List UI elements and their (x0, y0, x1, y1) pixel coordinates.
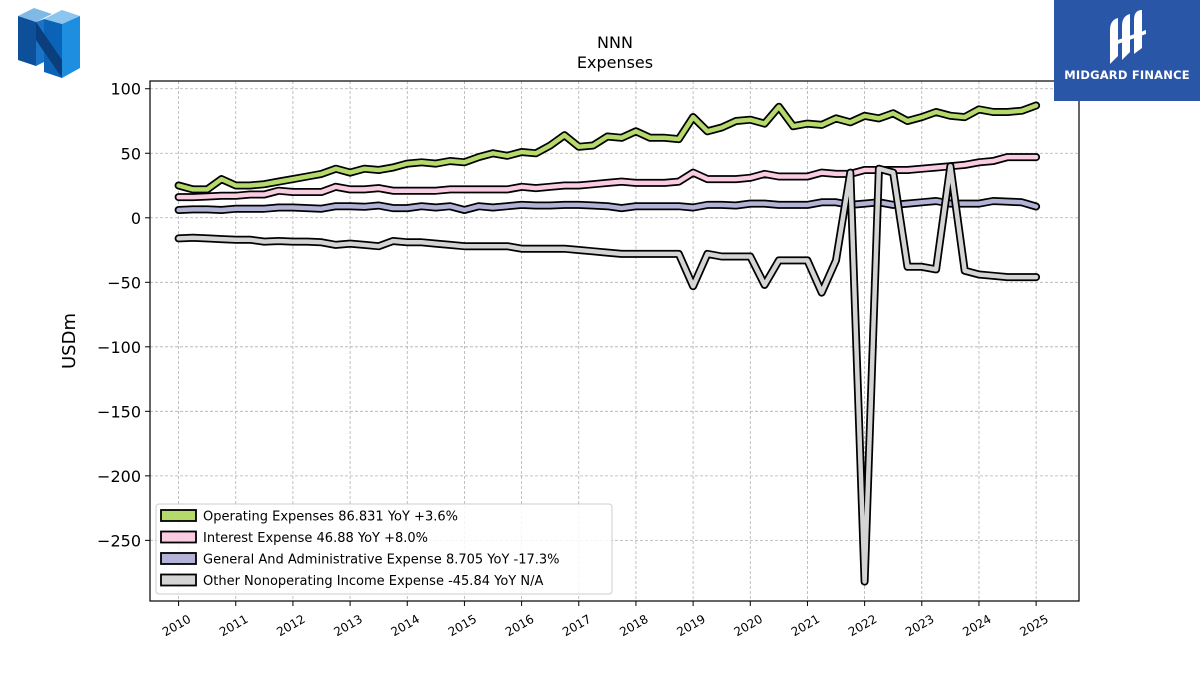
y-axis-label: USDm (59, 313, 80, 369)
grid-lines (150, 81, 1079, 601)
y-tick-label: −100 (97, 338, 141, 357)
x-tick-label: 2015 (446, 612, 479, 639)
x-tick-label: 2024 (960, 612, 993, 639)
x-tick-label: 2020 (732, 612, 765, 639)
x-tick-label: 2022 (846, 612, 879, 639)
x-tick-label: 2019 (674, 612, 707, 639)
x-tick-label: 2013 (331, 612, 364, 639)
midgard-emblem-icon (1110, 10, 1146, 64)
series-line-2 (176, 198, 1039, 213)
legend-label: Interest Expense 46.88 YoY +8.0% (203, 531, 428, 546)
legend-swatch (160, 552, 197, 565)
brand-name: MIDGARD FINANCE (1064, 68, 1190, 82)
plot-frame (149, 80, 1080, 602)
y-axis: 100 50 0 −50 −100 −150 −200 −250 (97, 80, 150, 550)
legend: Operating Expenses 86.831 YoY +3.6% Inter… (155, 503, 613, 595)
y-tick-label: 0 (131, 209, 141, 228)
y-tick-label: −150 (97, 402, 141, 421)
x-tick-label: 2011 (217, 612, 250, 639)
y-tick-label: 50 (121, 144, 141, 163)
legend-label: Operating Expenses 86.831 YoY +3.6% (203, 510, 458, 525)
x-tick-label: 2017 (560, 612, 593, 639)
x-tick-label: 2023 (903, 612, 936, 639)
x-tick-label: 2018 (617, 612, 650, 639)
legend-label: General And Administrative Expense 8.705… (203, 553, 560, 568)
chart-subtitle: Expenses (577, 53, 653, 72)
series-line-3 (176, 163, 1039, 584)
chart-title: NNN (597, 33, 633, 52)
x-axis: 2010 2011 2012 2013 2014 2015 2016 2017 2018 2019… (160, 601, 1051, 639)
x-tick-label: 2010 (160, 612, 193, 639)
x-tick-label: 2012 (274, 612, 307, 639)
x-tick-label: 2025 (1017, 612, 1050, 639)
brand-logo: MIDGARD FINANCE (1054, 0, 1200, 101)
y-tick-label: −50 (107, 273, 141, 292)
nnn-cube-logo-icon (18, 8, 80, 78)
y-tick-label: −250 (97, 531, 141, 550)
legend-swatch (160, 573, 197, 587)
legend-box (155, 503, 613, 595)
x-tick-label: 2016 (503, 612, 536, 639)
legend-swatch (160, 530, 197, 544)
legend-label: Other Nonoperating Income Expense -45.84… (203, 574, 543, 589)
legend-swatch (160, 509, 197, 522)
y-tick-label: −200 (97, 467, 141, 486)
x-tick-label: 2021 (789, 612, 822, 639)
series-group (174, 101, 1041, 586)
y-tick-label: 100 (110, 80, 141, 99)
x-tick-label: 2014 (389, 612, 422, 639)
series-line-0 (176, 103, 1039, 192)
